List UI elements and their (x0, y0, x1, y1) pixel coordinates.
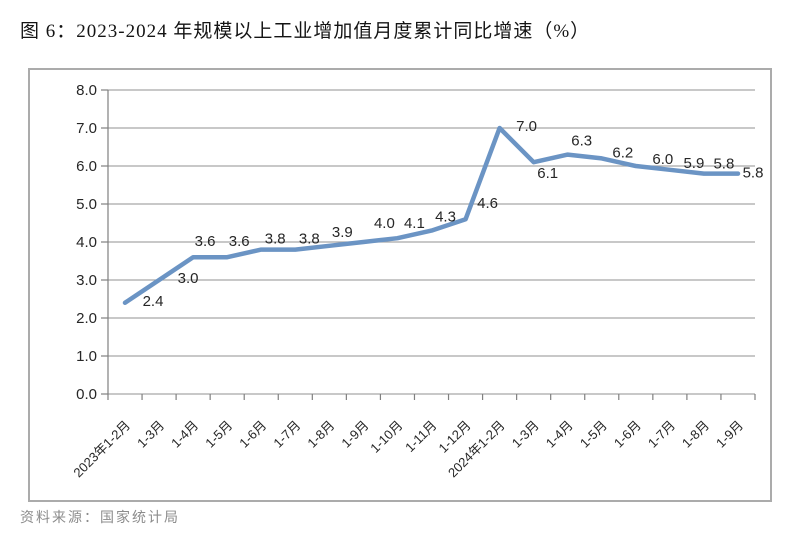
y-axis-label: 0.0 (76, 386, 97, 403)
y-axis-label: 8.0 (76, 82, 97, 99)
y-axis-label: 5.0 (76, 196, 97, 213)
data-label: 5.8 (743, 165, 764, 182)
y-axis-label: 1.0 (76, 348, 97, 365)
x-axis-label: 1-10月 (367, 418, 405, 456)
x-axis-label: 1-8月 (679, 418, 712, 451)
x-axis-label: 1-5月 (202, 418, 235, 451)
x-axis-label: 1-7月 (270, 418, 303, 451)
chart-title: 图 6：2023-2024 年规模以上工业增加值月度累计同比增速（%） (20, 21, 591, 42)
series-line (122, 125, 741, 306)
x-axis-label: 1-4月 (543, 418, 576, 451)
y-axis-label: 2.0 (76, 310, 97, 327)
data-label: 3.8 (265, 231, 286, 248)
data-label: 4.0 (374, 215, 395, 232)
data-label: 6.2 (612, 144, 633, 161)
data-label: 3.0 (178, 270, 199, 287)
y-axis-label: 3.0 (76, 272, 97, 289)
data-label: 5.8 (713, 156, 734, 173)
data-label: 3.6 (229, 233, 250, 250)
x-axis-label: 1-5月 (577, 418, 610, 451)
data-label: 3.6 (195, 233, 216, 250)
data-label: 4.6 (477, 195, 498, 212)
chart-plot-area: 0.0 1.0 2.0 3.0 4.0 5.0 6.0 7.0 8.0 2.4 3.0 3.6 3.6 3… (28, 68, 772, 502)
x-axis-label: 1-6月 (611, 418, 644, 451)
x-axis-label: 1-8月 (304, 418, 337, 451)
chart-svg: 0.0 1.0 2.0 3.0 4.0 5.0 6.0 7.0 8.0 2.4 3.0 3.6 3.6 3… (70, 82, 764, 481)
x-axis-label: 1-4月 (168, 418, 201, 451)
data-label: 3.8 (299, 231, 320, 248)
data-label: 3.9 (332, 224, 353, 241)
x-axis-label: 1-6月 (236, 418, 269, 451)
x-axis-label: 2023年1-2月 (70, 418, 133, 481)
data-label: 6.0 (652, 151, 673, 168)
x-axis-label: 1-3月 (509, 418, 542, 451)
data-label: 5.9 (683, 155, 704, 172)
source-note: 资料来源：国家统计局 (20, 511, 180, 526)
x-axis-label: 1-9月 (713, 418, 746, 451)
data-label: 2.4 (143, 293, 164, 310)
data-label: 6.1 (537, 165, 558, 182)
y-axis-label: 4.0 (76, 234, 97, 251)
y-axis-label: 7.0 (76, 120, 97, 137)
data-label: 6.3 (571, 133, 592, 150)
data-label: 4.1 (404, 215, 425, 232)
x-axis-label: 1-11月 (402, 418, 440, 456)
y-axis-label: 6.0 (76, 158, 97, 175)
x-axis-label: 1-3月 (134, 418, 167, 451)
x-axis-label: 1-7月 (645, 418, 678, 451)
data-label: 7.0 (516, 118, 537, 135)
data-label: 4.3 (435, 209, 456, 226)
